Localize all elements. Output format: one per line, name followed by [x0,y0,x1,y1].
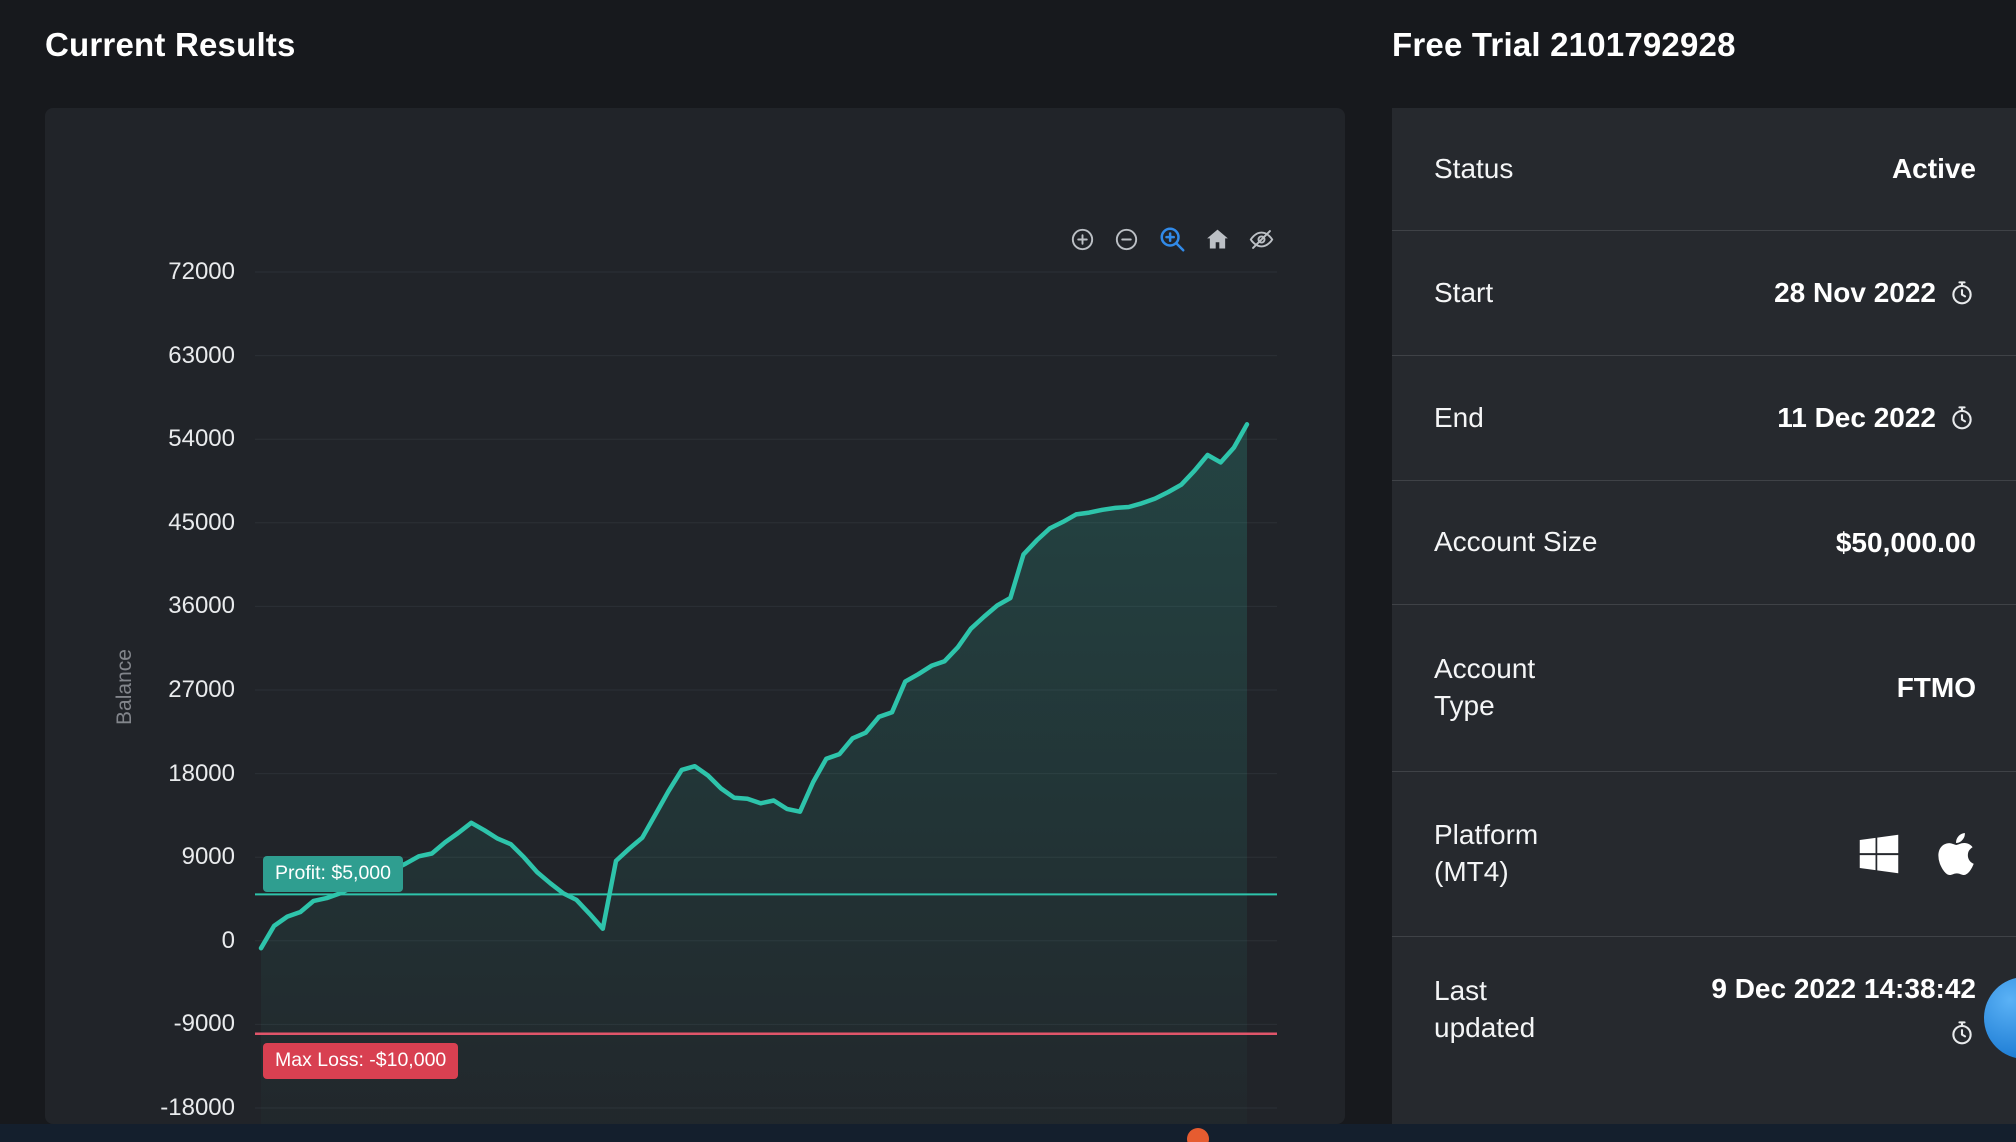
detail-value: $50,000.00 [1835,526,1976,558]
y-axis-tick-label: 45000 [168,508,235,536]
windows-icon [1859,834,1899,874]
clock-icon [1952,1021,1972,1045]
y-axis-tick-label: 72000 [168,258,235,285]
detail-label: Platform (MT4) [1434,819,1539,887]
y-axis-tick-label: 36000 [168,592,235,620]
detail-label: End [1434,401,1484,433]
zoom-in-icon[interactable] [1069,226,1096,253]
profit-target-badge: Profit: $5,000 [263,856,403,893]
detail-value-text: 11 Dec 2022 [1777,402,1936,433]
detail-label: Last updated [1434,975,1536,1043]
current-results-title: Current Results [45,26,296,63]
home-reset-icon[interactable] [1204,226,1231,253]
apple-icon [1938,833,1974,875]
y-axis-tick-label: -18000 [160,1094,235,1121]
clock-icon [1952,281,1972,305]
y-axis-tick-label: 54000 [168,425,235,453]
y-axis-tick-label: 63000 [168,341,235,369]
detail-value: 11 Dec 2022 [1777,402,1976,434]
y-axis-tick-label: 18000 [168,759,235,787]
detail-label: Account Size [1434,526,1598,558]
detail-value: 9 Dec 2022 14:38:42 [1711,973,1976,1047]
detail-value-text: 9 Dec 2022 14:38:42 [1711,973,1976,1004]
status-badge: Active [1891,153,1976,184]
logo-dot [1187,1128,1209,1142]
y-axis-tick-label: 27000 [168,676,235,703]
balance-chart-svg[interactable] [255,208,1277,1124]
account-title: Free Trial 2101792928 [1392,26,1736,63]
detail-row-last-updated: Last updated 9 Dec 2022 14:38:42 [1392,936,2016,1124]
eye-off-icon[interactable] [1248,226,1275,253]
chart-toolbar [1069,224,1275,254]
detail-row-platform: Platform (MT4) [1392,771,2016,936]
bottom-strip [0,1124,2016,1142]
detail-label: Account Type [1434,653,1536,721]
y-axis-tick-label: -9000 [173,1010,235,1038]
clock-icon [1952,406,1972,430]
detail-value: 28 Nov 2022 [1774,277,1976,309]
detail-row-status: Status Active [1392,108,2016,230]
detail-row-end: End 11 Dec 2022 [1392,355,2016,480]
detail-row-account-type: Account Type FTMO [1392,604,2016,771]
balance-chart-panel: Balance 72000 63000 54000 45000 36000 27000 18… [45,108,1345,1124]
detail-row-start: Start 28 Nov 2022 [1392,230,2016,355]
detail-value: FTMO [1896,672,1976,703]
max-loss-badge: Max Loss: -$10,000 [263,1042,459,1079]
zoom-out-icon[interactable] [1113,226,1140,253]
detail-label: Status [1434,152,1514,184]
selection-zoom-icon[interactable] [1157,224,1187,254]
y-axis-tick-label: 9000 [181,843,235,871]
y-axis-title: Balance [113,649,136,725]
detail-label: Start [1434,276,1494,308]
y-axis-tick-label: 0 [221,926,235,954]
platform-icons [1858,830,1976,878]
detail-row-account-size: Account Size $50,000.00 [1392,480,2016,604]
account-details-table: Status Active Start 28 Nov 2022 End 11 D… [1392,108,2016,1124]
detail-value-text: 28 Nov 2022 [1774,277,1936,308]
